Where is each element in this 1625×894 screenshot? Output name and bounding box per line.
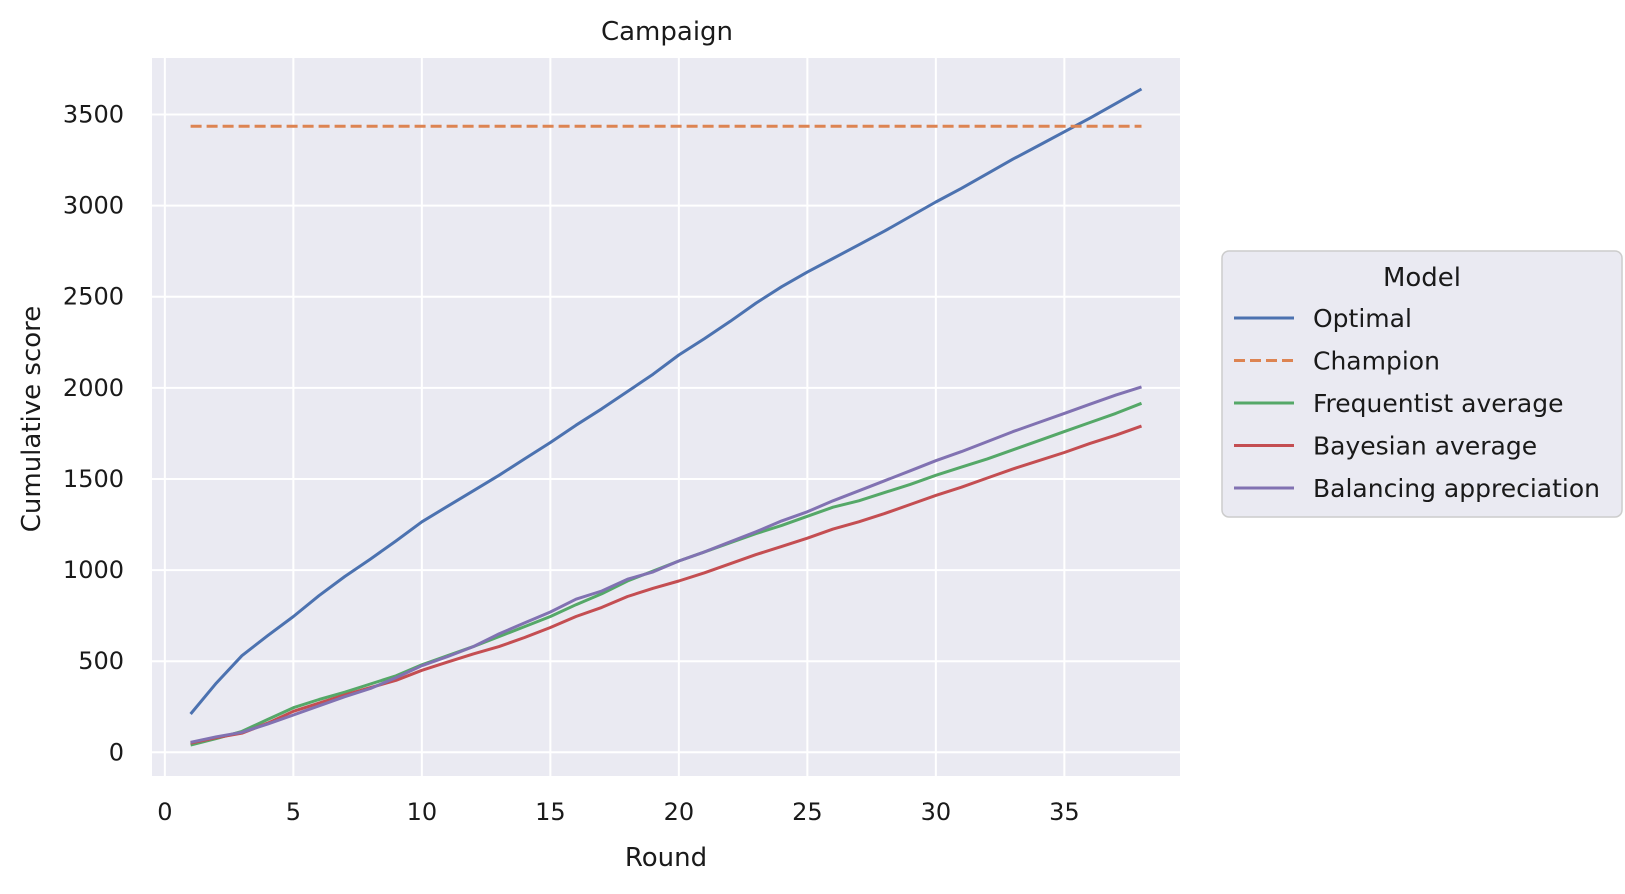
y-axis-label: Cumulative score [17, 306, 47, 533]
y-tick-label: 1500 [63, 465, 124, 493]
legend: Model Optimal Champion Frequentist average… [1221, 250, 1623, 518]
legend-label-optimal: Optimal [1313, 304, 1412, 333]
y-tick-label: 500 [78, 647, 124, 675]
x-tick-label: 10 [407, 798, 438, 826]
legend-label-frequentist-average: Frequentist average [1313, 389, 1563, 418]
legend-label-bayesian-average: Bayesian average [1313, 432, 1537, 461]
y-tick-label: 0 [109, 738, 124, 766]
x-tick-label: 15 [535, 798, 566, 826]
x-tick-label: 20 [664, 798, 695, 826]
series-line-optimal [189, 87, 1143, 715]
y-tick-label: 1000 [63, 556, 124, 584]
series-line-bayesian-average [190, 424, 1143, 745]
x-tick-label: 0 [157, 798, 172, 826]
legend-title: Model [1383, 263, 1461, 293]
legend-frame [1221, 250, 1623, 518]
y-tick-label: 3000 [63, 192, 124, 220]
series-lines [189, 87, 1143, 747]
y-tick-label: 2000 [63, 374, 124, 402]
plot-area [152, 58, 1180, 776]
chart-title: Campaign [601, 17, 733, 47]
x-axis-label: Round [625, 843, 707, 873]
legend-label-balancing-appreciation: Balancing appreciation [1313, 474, 1600, 503]
legend-items: Optimal Champion Frequentist average Bayesi… [1234, 304, 1600, 503]
series-line-balancing-appreciation [190, 385, 1142, 744]
y-tick-label: 3500 [63, 100, 124, 128]
grid-lines [152, 58, 1180, 776]
x-tick-label: 35 [1049, 798, 1080, 826]
legend-label-champion: Champion [1313, 347, 1440, 376]
x-tick-label: 30 [921, 798, 952, 826]
x-tick-label: 25 [792, 798, 823, 826]
tick-labels: 0 5 10 15 20 25 30 35 0 500 1000 1500 2000 2500 3000 35… [63, 100, 1080, 826]
x-tick-label: 5 [286, 798, 301, 826]
y-tick-label: 2500 [63, 283, 124, 311]
